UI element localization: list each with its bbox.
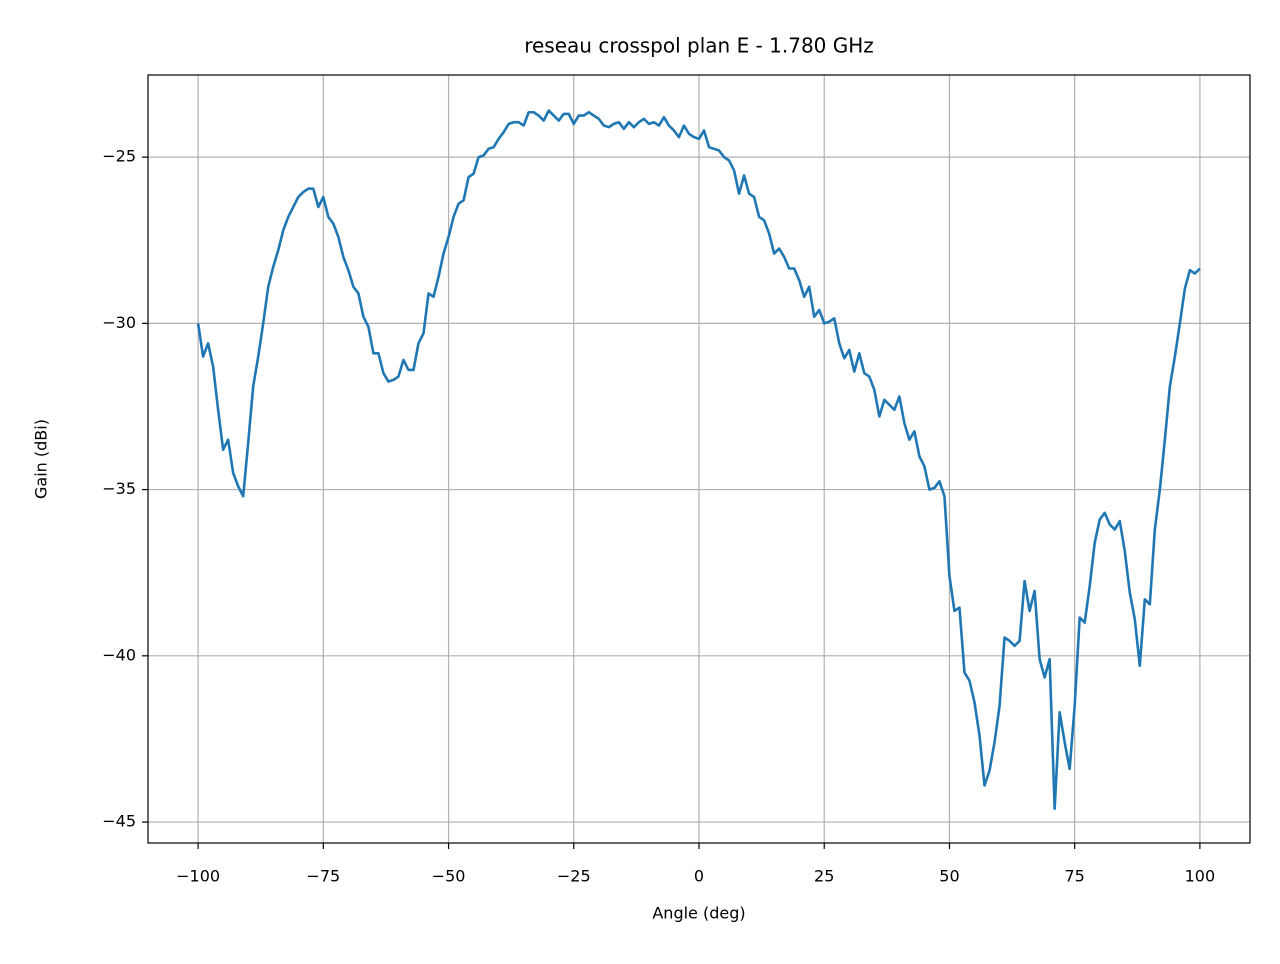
x-tick-label: −75	[306, 867, 340, 886]
x-tick-label: −25	[557, 867, 591, 886]
plot-frame	[147, 74, 1251, 844]
x-axis-label: Angle (deg)	[652, 904, 745, 923]
x-tick-label: 75	[1065, 867, 1085, 886]
x-tick-label: 100	[1185, 867, 1216, 886]
x-tick-label: 50	[939, 867, 959, 886]
chart-title: reseau crosspol plan E - 1.780 GHz	[524, 34, 874, 58]
y-axis-label: Gain (dBi)	[32, 419, 51, 499]
y-tick-label: −30	[102, 313, 136, 332]
y-tick-label: −25	[102, 147, 136, 166]
x-tick-label: −100	[176, 867, 220, 886]
y-tick-label: −45	[102, 812, 136, 831]
x-tick-label: −50	[432, 867, 466, 886]
x-tick-label: 25	[814, 867, 834, 886]
y-tick-label: −40	[102, 645, 136, 664]
y-tick-label: −35	[102, 479, 136, 498]
x-tick-label: 0	[694, 867, 704, 886]
data-line	[196, 109, 1201, 811]
